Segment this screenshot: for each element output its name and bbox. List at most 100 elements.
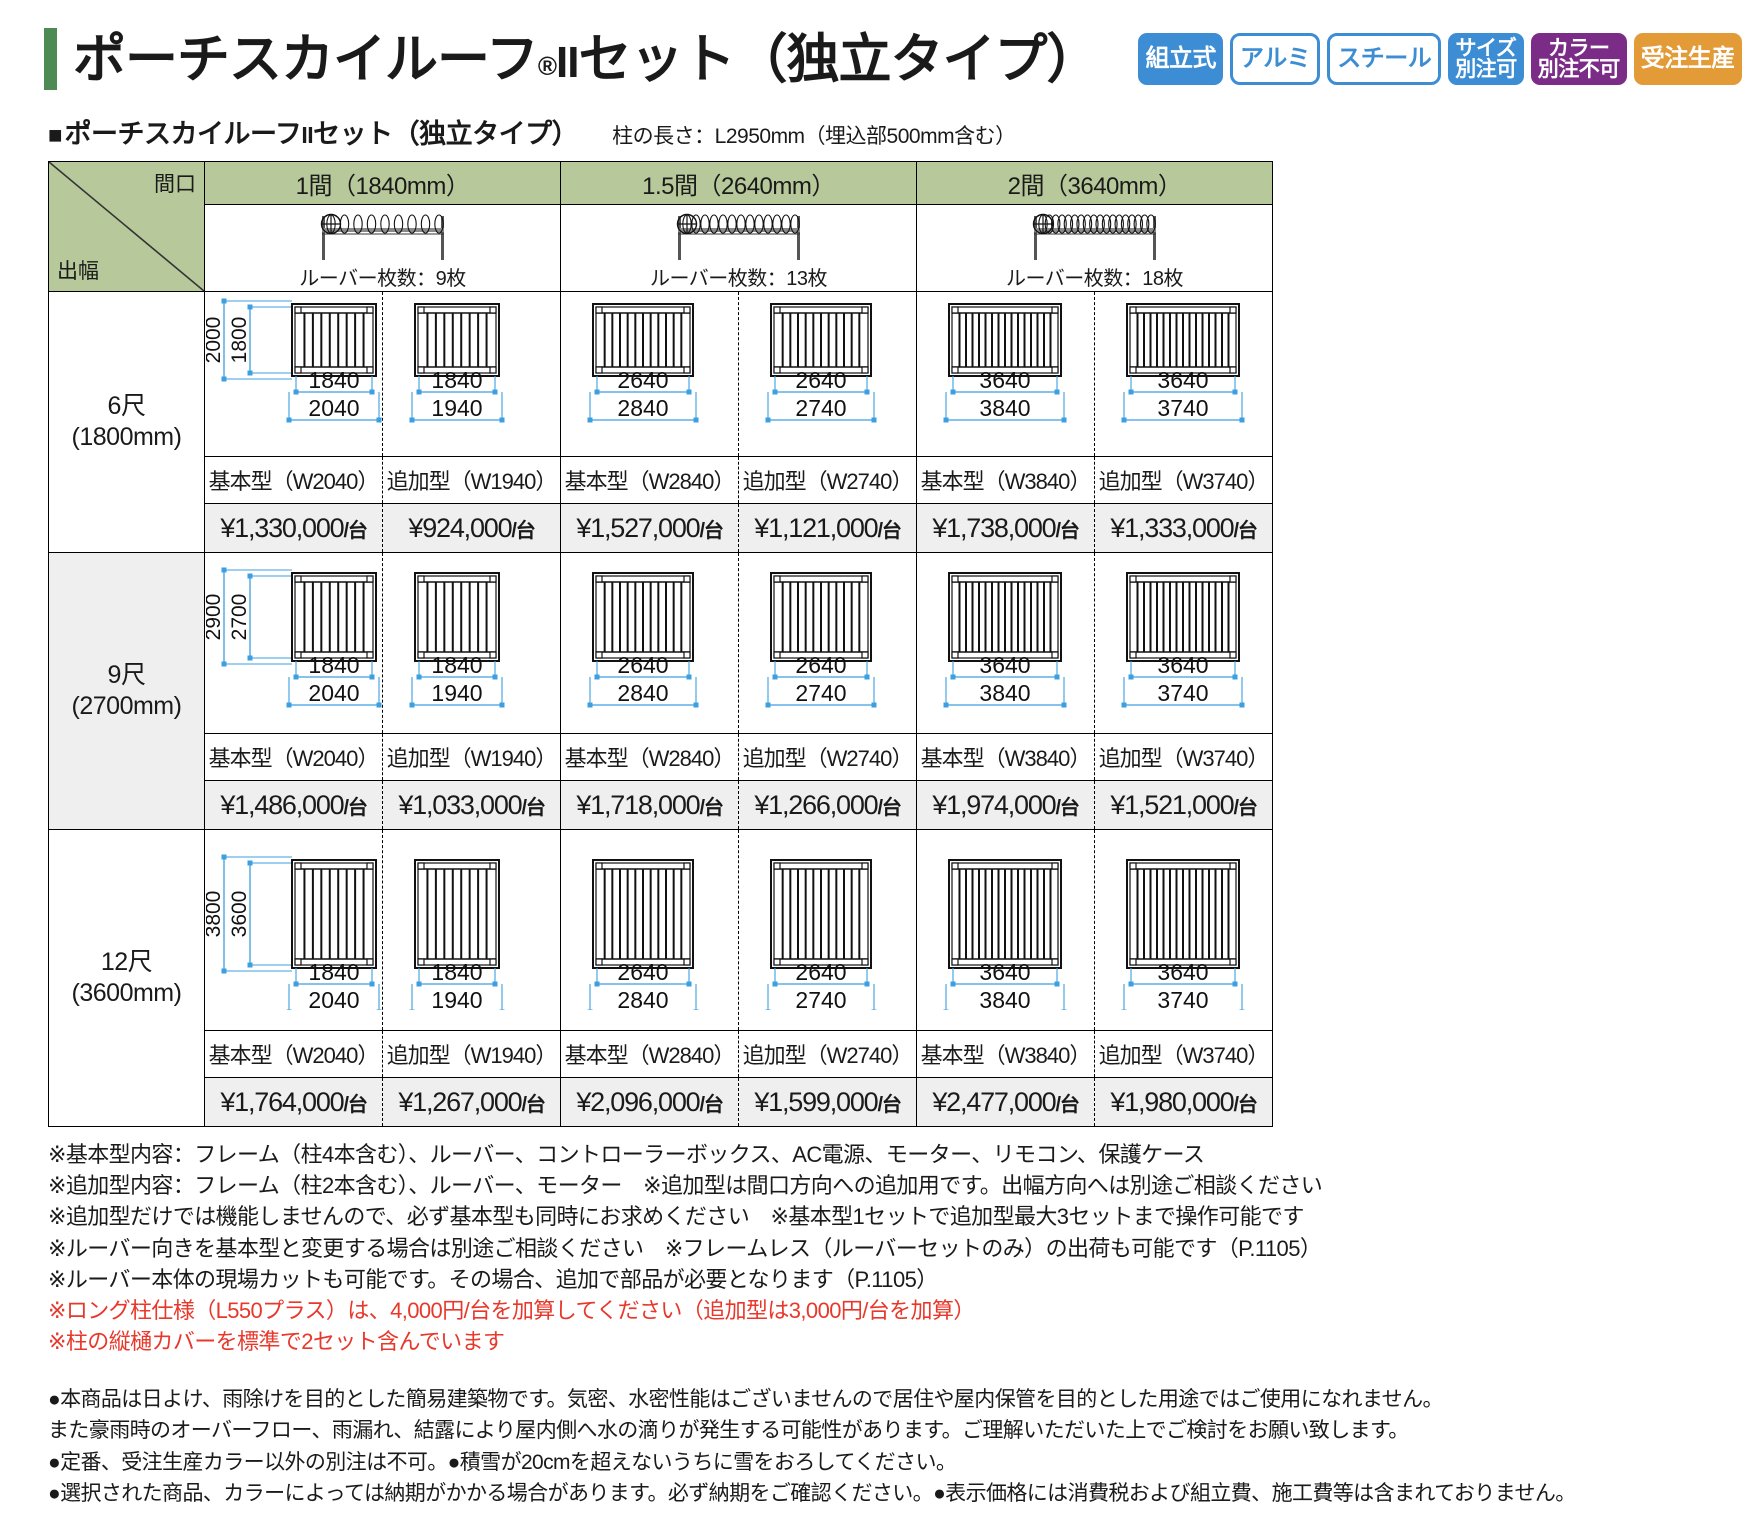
price-value: ¥1,330,000/台 — [204, 503, 383, 553]
spec-model-row: 基本型（W2040） 追加型（W1940） 基本型（W2840） 追加型（W2740）… — [49, 733, 1274, 781]
price-amount: ¥1,527,000 — [576, 512, 700, 543]
bottom-note-line-3: ●定番、受注生産カラー以外の別注は不可。●積雪が20cmを超えないうちに雪をおろ… — [48, 1450, 957, 1474]
svg-text:2740: 2740 — [795, 987, 846, 1010]
badge-2: アルミ — [1229, 33, 1321, 85]
badge-1: 組立式 — [1138, 33, 1223, 85]
price-amount: ¥924,000 — [408, 512, 512, 543]
svg-text:2040: 2040 — [308, 987, 359, 1010]
row-label-mm: (3600mm) — [71, 979, 182, 1007]
model-label: 基本型（W2040） — [204, 1030, 383, 1078]
louver-cell-2: ルーバー枚数：13枚 — [560, 204, 918, 292]
price-amount: ¥1,267,000 — [398, 1086, 522, 1117]
section-title-two: II — [301, 122, 314, 148]
model-label: 追加型（W1940） — [381, 456, 562, 504]
spec-figure-row: 9尺 (2700mm) 2900 2700 1840 2040 1840 1940 2640 28… — [48, 552, 1274, 830]
price-unit: /台 — [699, 519, 724, 542]
page-title: ポーチスカイルーフ®IIセット（独立タイプ） — [73, 29, 1099, 89]
badge-6: 受注生産 — [1633, 33, 1742, 85]
spec-price-row: ¥1,764,000/台 ¥1,267,000/台 ¥2,096,000/台 ¥1,5… — [49, 1077, 1274, 1127]
svg-text:1940: 1940 — [431, 395, 482, 421]
badge-line: 別注不可 — [1537, 58, 1621, 81]
price-value: ¥1,980,000/台 — [1094, 1077, 1274, 1127]
model-label: 追加型（W2740） — [738, 1030, 918, 1078]
svg-text:3840: 3840 — [979, 395, 1030, 421]
price-value: ¥1,738,000/台 — [916, 503, 1096, 553]
svg-text:3840: 3840 — [979, 680, 1030, 706]
bottom-note-line-2: また豪雨時のオーバーフロー、雨漏れ、結露により屋内側へ水の滴りが発生する可能性が… — [48, 1419, 1409, 1443]
note-line-3: ※追加型だけでは機能しませんので、必ず基本型も同時にお求めください ※基本型1セ… — [48, 1204, 1304, 1230]
svg-text:3640: 3640 — [979, 652, 1030, 678]
title-row: ポーチスカイルーフ®IIセット（独立タイプ） 組立式 アルミ スチール サイズ 別注可カ… — [0, 0, 1760, 90]
price-unit: /台 — [877, 519, 902, 542]
badge-4: サイズ 別注可 — [1448, 33, 1524, 85]
row-label-shaku: 12尺 — [100, 947, 153, 976]
badge-line: アルミ — [1239, 45, 1311, 72]
price-unit: /台 — [521, 796, 545, 819]
corner-label-maguchi: 間口 — [154, 173, 196, 196]
badge-line: 組立式 — [1145, 45, 1216, 72]
svg-text:3640: 3640 — [1157, 652, 1208, 678]
note-line-6: ※ロング柱仕様（L550プラス）は、4,000円/台を加算してください（追加型は… — [48, 1298, 975, 1324]
badge-line: カラー — [1547, 37, 1610, 60]
louver-cell-3: ルーバー枚数：18枚 — [916, 204, 1274, 292]
svg-text:3740: 3740 — [1157, 395, 1208, 421]
price-amount: ¥1,599,000 — [754, 1086, 878, 1117]
price-value: ¥1,599,000/台 — [738, 1077, 918, 1127]
row-label-1: 6尺 (1800mm) — [48, 291, 205, 553]
badge-line: 受注生産 — [1640, 45, 1736, 72]
svg-text:2040: 2040 — [308, 395, 359, 421]
svg-text:2640: 2640 — [795, 959, 846, 985]
svg-text:2000: 2000 — [206, 317, 225, 364]
svg-text:2640: 2640 — [795, 652, 846, 678]
row-label-shaku: 6尺 — [107, 391, 146, 420]
group-header-1: 1間（1840mm） — [203, 161, 562, 205]
spec-model-row: 基本型（W2040） 追加型（W1940） 基本型（W2840） 追加型（W2740）… — [49, 1030, 1274, 1078]
price-unit: /台 — [343, 519, 367, 542]
title-accent-bar — [44, 28, 57, 90]
section-subheader: ■ ポーチスカイルーフIIセット（独立タイプ） 柱の長さ：L2950mm（埋込部… — [0, 90, 1760, 161]
svg-text:2900: 2900 — [206, 594, 225, 641]
svg-text:2700: 2700 — [228, 594, 251, 641]
bottom-note-line-4: ●選択された商品、カラーによっては納期がかかる場合があります。必ず納期をご確認く… — [48, 1482, 1576, 1506]
model-label: 基本型（W2840） — [560, 733, 740, 781]
post-length-note: 柱の長さ：L2950mm（埋込部500mm含む） — [612, 125, 1016, 148]
price-amount: ¥1,718,000 — [576, 789, 700, 820]
spec-table-wrap: 間口 出幅 1間（1840mm） 1.5間（2640mm） 2間（3640mm） ルーバー… — [0, 161, 1760, 1127]
price-unit: /台 — [699, 796, 724, 819]
badge-5: カラー 別注不可 — [1530, 33, 1627, 85]
row-label-mm: (2700mm) — [71, 692, 182, 720]
page-title-tail: セット（独立タイプ） — [578, 29, 1099, 89]
price-unit: /台 — [1233, 796, 1258, 819]
model-label: 基本型（W3840） — [916, 456, 1096, 504]
svg-text:2640: 2640 — [617, 367, 668, 393]
price-amount: ¥1,330,000 — [220, 512, 344, 543]
figure-cell: 3640 3840 — [916, 829, 1096, 1031]
price-value: ¥1,033,000/台 — [381, 780, 562, 830]
figure-cell: 1840 1940 — [381, 291, 562, 457]
row-label-mm: (1800mm) — [71, 423, 182, 451]
svg-text:1940: 1940 — [431, 680, 482, 706]
spec-price-row: ¥1,330,000/台 ¥924,000/台 ¥1,527,000/台 ¥1,121… — [49, 503, 1274, 553]
figure-cell: 2640 2840 — [560, 829, 740, 1031]
price-value: ¥1,121,000/台 — [738, 503, 918, 553]
figure-cell: 3640 3740 — [1094, 829, 1274, 1031]
figure-cell: 2000 1800 1840 2040 — [204, 291, 383, 457]
price-amount: ¥1,974,000 — [932, 789, 1056, 820]
row-label-shaku: 9尺 — [107, 660, 146, 689]
model-label: 追加型（W2740） — [738, 733, 918, 781]
bottom-note-line-1: ●本商品は日よけ、雨除けを目的とした簡易建築物です。気密、水密性能はございません… — [48, 1387, 1443, 1411]
badge-line: サイズ — [1455, 37, 1517, 60]
model-label: 基本型（W3840） — [916, 733, 1096, 781]
figure-cell: 2900 2700 1840 2040 — [204, 552, 383, 734]
louver-top-diagram — [320, 213, 444, 260]
model-label: 追加型（W3740） — [1094, 456, 1274, 504]
svg-text:1840: 1840 — [431, 652, 482, 678]
note-line-5: ※ルーバー本体の現場カットも可能です。その場合、追加で部品が必要となります（P.… — [48, 1266, 938, 1292]
